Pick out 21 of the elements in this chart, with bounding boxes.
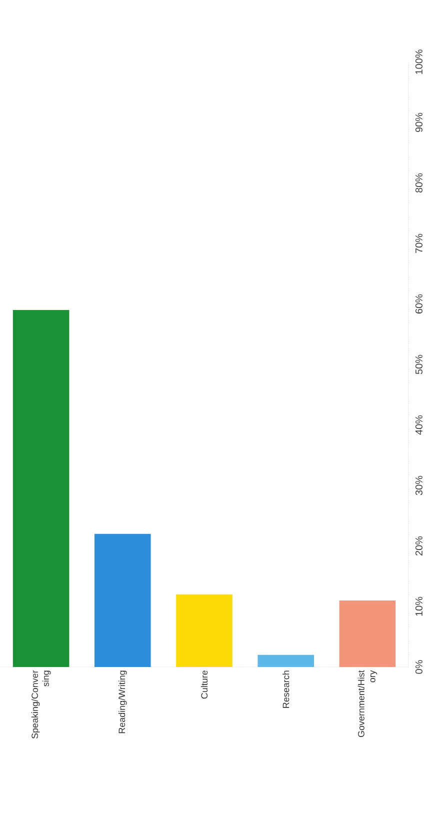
y-tick-label: 90%	[415, 112, 422, 132]
bar	[94, 534, 151, 667]
y-tick-label: 60%	[415, 294, 422, 314]
y-tick-label: 100%	[415, 50, 422, 74]
bar	[258, 654, 314, 667]
y-tick-label: 50%	[415, 354, 422, 374]
y-tick-label: 80%	[415, 173, 422, 193]
x-tick-label: Speaking/Conver sing	[31, 670, 51, 739]
bar	[12, 310, 70, 667]
y-tick-label: 30%	[415, 476, 422, 496]
bar	[339, 600, 396, 667]
x-tick-label: Culture	[200, 670, 208, 699]
y-tick-label: 20%	[415, 536, 422, 556]
x-tick-label: Research	[282, 670, 290, 708]
y-tick-label: 40%	[415, 415, 422, 435]
bar	[176, 594, 232, 667]
x-tick-label: Government/Hist ory	[358, 670, 378, 737]
y-tick-label: 70%	[415, 234, 422, 253]
y-tick-label: 0%	[415, 660, 422, 674]
x-tick-label: Reading/Writing	[118, 670, 127, 734]
y-tick-label: 10%	[415, 596, 422, 616]
